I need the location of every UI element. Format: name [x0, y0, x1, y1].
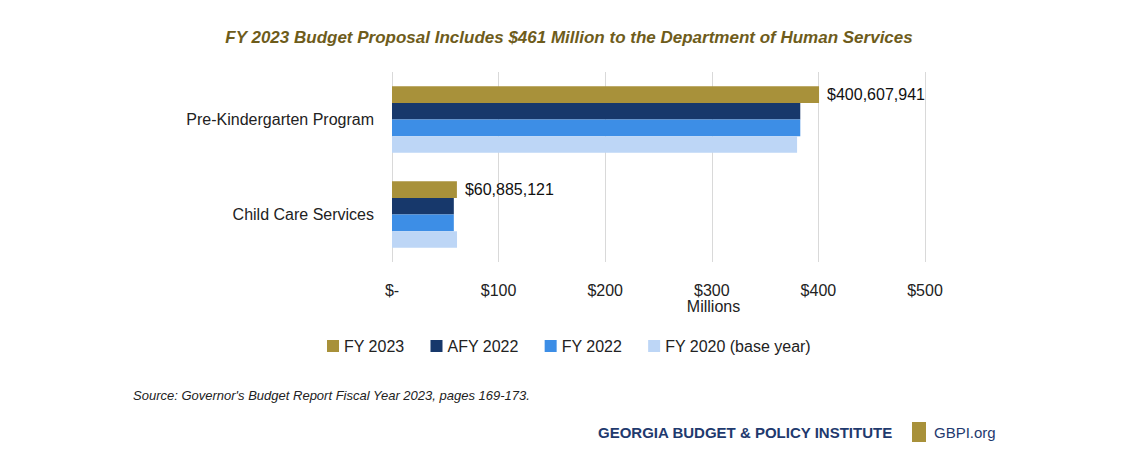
svg-text:FY 2023 Budget Proposal Includ: FY 2023 Budget Proposal Includes $461 Mi… — [225, 28, 912, 47]
svg-text:$100: $100 — [481, 282, 517, 299]
svg-text:$-: $- — [385, 282, 399, 299]
svg-text:FY 2020 (base year): FY 2020 (base year) — [665, 338, 811, 355]
svg-text:FY 2023: FY 2023 — [344, 338, 404, 355]
svg-text:Child Care Services: Child Care Services — [233, 206, 374, 223]
svg-text:Millions: Millions — [687, 298, 740, 315]
svg-text:$200: $200 — [587, 282, 623, 299]
svg-text:$400,607,941: $400,607,941 — [827, 86, 925, 103]
svg-text:$500: $500 — [907, 282, 943, 299]
svg-text:$400: $400 — [801, 282, 837, 299]
svg-text:GEORGIA BUDGET & POLICY INSTIT: GEORGIA BUDGET & POLICY INSTITUTE — [598, 424, 892, 441]
svg-text:FY 2022: FY 2022 — [562, 338, 622, 355]
svg-text:AFY 2022: AFY 2022 — [447, 338, 518, 355]
svg-text:$300: $300 — [694, 282, 730, 299]
svg-text:Source: Governor's Budget Repo: Source: Governor's Budget Report Fiscal … — [133, 388, 530, 403]
svg-text:Pre-Kindergarten Program: Pre-Kindergarten Program — [186, 111, 374, 128]
svg-text:GBPI.org: GBPI.org — [934, 424, 996, 441]
svg-text:$60,885,121: $60,885,121 — [465, 181, 554, 198]
